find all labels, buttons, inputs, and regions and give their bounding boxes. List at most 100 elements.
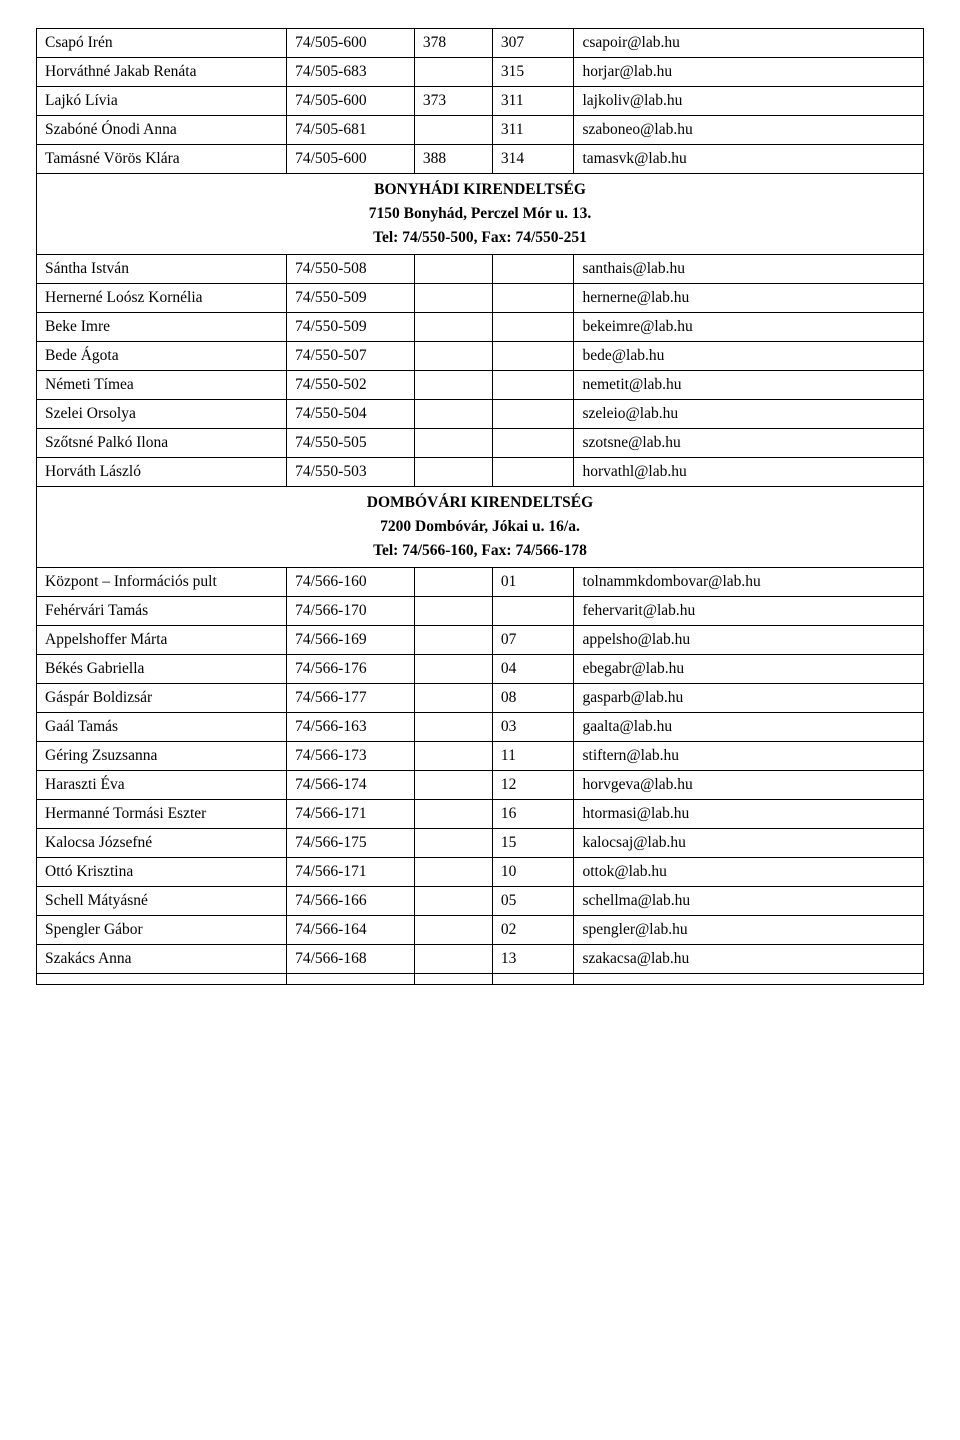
ext-cell: [414, 284, 492, 313]
table-row: Bede Ágota74/550-507bede@lab.hu: [37, 342, 924, 371]
table-row: Gaál Tamás74/566-16303gaalta@lab.hu: [37, 713, 924, 742]
ext-cell: [414, 255, 492, 284]
name-cell: Békés Gabriella: [37, 655, 287, 684]
section-line: DOMBÓVÁRI KIRENDELTSÉG: [45, 491, 915, 515]
phone-cell: 74/566-177: [287, 684, 415, 713]
phone-cell: [287, 974, 415, 985]
phone-cell: 74/550-505: [287, 429, 415, 458]
ext-cell: [414, 371, 492, 400]
table-row: Szőtsné Palkó Ilona74/550-505szotsne@lab…: [37, 429, 924, 458]
phone-cell: 74/566-163: [287, 713, 415, 742]
section-header: BONYHÁDI KIRENDELTSÉG7150 Bonyhád, Percz…: [37, 174, 924, 255]
table-row: Gáspár Boldizsár74/566-17708gasparb@lab.…: [37, 684, 924, 713]
code-cell: [492, 255, 574, 284]
code-cell: 11: [492, 742, 574, 771]
code-cell: 04: [492, 655, 574, 684]
name-cell: Fehérvári Tamás: [37, 597, 287, 626]
name-cell: Spengler Gábor: [37, 916, 287, 945]
table-row: Hermanné Tormási Eszter74/566-171 16htorm…: [37, 800, 924, 829]
ext-cell: 378: [414, 29, 492, 58]
table-row: [37, 974, 924, 985]
name-cell: Csapó Irén: [37, 29, 287, 58]
name-cell: [37, 974, 287, 985]
name-cell: Horváth László: [37, 458, 287, 487]
phone-cell: 74/566-168: [287, 945, 415, 974]
code-cell: 01: [492, 568, 574, 597]
name-cell: Hernerné Loósz Kornélia: [37, 284, 287, 313]
phone-cell: 74/550-509: [287, 284, 415, 313]
table-row: Géring Zsuzsanna74/566-17311stiftern@lab…: [37, 742, 924, 771]
phone-cell: 74/566-169: [287, 626, 415, 655]
ext-cell: [414, 974, 492, 985]
table-row: Csapó Irén74/505-600378307csapoir@lab.hu: [37, 29, 924, 58]
table-row: Kalocsa Józsefné74/566-17515kalocsaj@lab…: [37, 829, 924, 858]
table-row: Spengler Gábor74/566-16402spengler@lab.h…: [37, 916, 924, 945]
code-cell: [492, 342, 574, 371]
table-row: Appelshoffer Márta74/566-16907appelsho@l…: [37, 626, 924, 655]
name-cell: Sántha István: [37, 255, 287, 284]
email-cell: [574, 974, 924, 985]
phone-cell: 74/566-166: [287, 887, 415, 916]
section-line: Tel: 74/550-500, Fax: 74/550-251: [45, 226, 915, 250]
table-row: Ottó Krisztina74/566-17110ottok@lab.hu: [37, 858, 924, 887]
email-cell: szaboneo@lab.hu: [574, 116, 924, 145]
ext-cell: [414, 458, 492, 487]
name-cell: Beke Imre: [37, 313, 287, 342]
ext-cell: [414, 429, 492, 458]
code-cell: 10: [492, 858, 574, 887]
section-header: DOMBÓVÁRI KIRENDELTSÉG7200 Dombóvár, Jók…: [37, 487, 924, 568]
code-cell: 05: [492, 887, 574, 916]
phone-cell: 74/550-504: [287, 400, 415, 429]
section-header-cell: BONYHÁDI KIRENDELTSÉG7150 Bonyhád, Percz…: [37, 174, 924, 255]
table-row: Haraszti Éva74/566-17412horvgeva@lab.hu: [37, 771, 924, 800]
code-cell: [492, 400, 574, 429]
email-cell: ottok@lab.hu: [574, 858, 924, 887]
code-cell: 07: [492, 626, 574, 655]
email-cell: santhais@lab.hu: [574, 255, 924, 284]
ext-cell: [414, 58, 492, 87]
phone-cell: 74/566-170: [287, 597, 415, 626]
phone-cell: 74/505-681: [287, 116, 415, 145]
ext-cell: [414, 858, 492, 887]
phone-cell: 74/550-502: [287, 371, 415, 400]
ext-cell: 373: [414, 87, 492, 116]
code-cell: 16: [492, 800, 574, 829]
ext-cell: [414, 742, 492, 771]
ext-cell: [414, 916, 492, 945]
email-cell: kalocsaj@lab.hu: [574, 829, 924, 858]
table-row: Szelei Orsolya74/550-504szeleio@lab.hu: [37, 400, 924, 429]
code-cell: 02: [492, 916, 574, 945]
table-row: Fehérvári Tamás74/566-170 fehervarit@lab.…: [37, 597, 924, 626]
email-cell: schellma@lab.hu: [574, 887, 924, 916]
email-cell: tamasvk@lab.hu: [574, 145, 924, 174]
phone-cell: 74/505-600: [287, 87, 415, 116]
ext-cell: [414, 713, 492, 742]
code-cell: 307: [492, 29, 574, 58]
email-cell: csapoir@lab.hu: [574, 29, 924, 58]
name-cell: Lajkó Lívia: [37, 87, 287, 116]
ext-cell: [414, 313, 492, 342]
phone-cell: 74/505-683: [287, 58, 415, 87]
name-cell: Szelei Orsolya: [37, 400, 287, 429]
ext-cell: [414, 887, 492, 916]
code-cell: 315: [492, 58, 574, 87]
name-cell: Hermanné Tormási Eszter: [37, 800, 287, 829]
phone-cell: 74/566-173: [287, 742, 415, 771]
name-cell: Tamásné Vörös Klára: [37, 145, 287, 174]
email-cell: htormasi@lab.hu: [574, 800, 924, 829]
table-row: Sántha István74/550-508santhais@lab.hu: [37, 255, 924, 284]
phone-cell: 74/566-171: [287, 800, 415, 829]
email-cell: spengler@lab.hu: [574, 916, 924, 945]
email-cell: bekeimre@lab.hu: [574, 313, 924, 342]
name-cell: Appelshoffer Márta: [37, 626, 287, 655]
email-cell: hernerne@lab.hu: [574, 284, 924, 313]
email-cell: fehervarit@lab.hu: [574, 597, 924, 626]
phone-cell: 74/566-175: [287, 829, 415, 858]
code-cell: [492, 458, 574, 487]
ext-cell: [414, 655, 492, 684]
section-line: 7200 Dombóvár, Jókai u. 16/a.: [45, 515, 915, 539]
email-cell: lajkoliv@lab.hu: [574, 87, 924, 116]
code-cell: 08: [492, 684, 574, 713]
directory-table: Csapó Irén74/505-600378307csapoir@lab.hu…: [36, 28, 924, 985]
table-row: Schell Mátyásné74/566-16605schellma@lab.…: [37, 887, 924, 916]
